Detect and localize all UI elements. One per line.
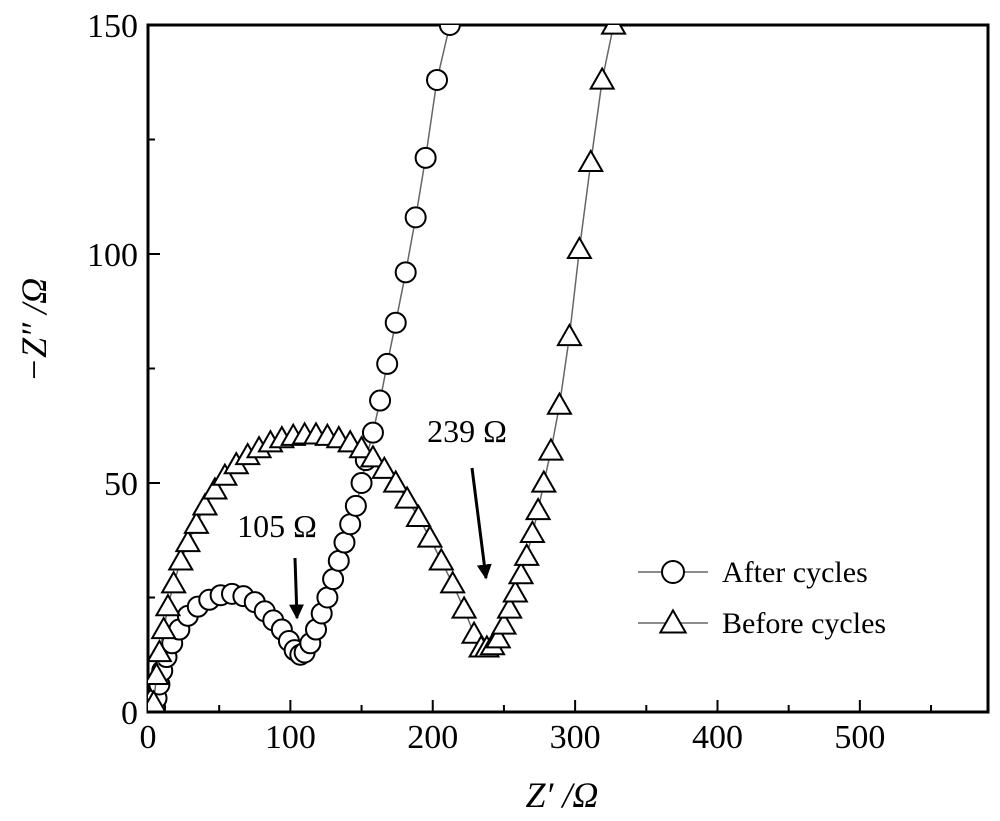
x-tick-label: 200 xyxy=(407,719,458,756)
series-1 xyxy=(148,25,461,712)
x-axis-ticks: 0 100 200 300 400 500 xyxy=(140,700,933,756)
triangle-marker xyxy=(359,444,387,468)
y-tick-label: 100 xyxy=(87,237,138,274)
triangle-marker xyxy=(428,547,455,571)
triangle-marker xyxy=(167,547,194,571)
circle-marker xyxy=(316,586,339,609)
triangle-marker xyxy=(211,462,239,486)
triangle-marker xyxy=(416,524,444,548)
annotation-arrow xyxy=(470,467,492,580)
triangle-marker xyxy=(191,492,219,516)
x-tick-label: 500 xyxy=(834,719,885,756)
y-tick-label: 150 xyxy=(87,8,138,45)
circle-marker xyxy=(376,352,399,375)
circle-marker xyxy=(327,549,350,572)
y-tick-label: 50 xyxy=(104,466,138,503)
circle-marker xyxy=(322,568,345,591)
triangle-marker xyxy=(658,608,688,634)
circle-marker xyxy=(426,68,449,91)
x-tick-label: 0 xyxy=(140,719,157,756)
triangle-marker xyxy=(502,579,529,603)
triangle-marker xyxy=(490,611,518,635)
triangle-marker xyxy=(348,435,375,459)
circle-marker xyxy=(333,531,356,554)
circle-marker xyxy=(361,421,384,444)
triangle-marker xyxy=(371,455,398,479)
circle-marker xyxy=(344,494,367,517)
y-axis-title: −Z″ /Ω xyxy=(14,278,54,382)
annotation-layer: 105 Ω 239 Ω xyxy=(237,413,507,620)
triangle-marker xyxy=(405,503,432,527)
triangle-marker xyxy=(556,322,583,347)
triangle-marker xyxy=(160,570,187,594)
triangle-marker xyxy=(439,570,466,594)
circle-marker xyxy=(384,311,407,334)
series-2 xyxy=(148,25,627,712)
triangle-marker xyxy=(577,148,605,173)
triangle-marker xyxy=(393,485,421,509)
legend-label: After cycles xyxy=(722,556,868,589)
x-axis-title: Z′ /Ω xyxy=(526,775,599,815)
triangle-marker xyxy=(588,66,616,90)
x-tick-label: 300 xyxy=(550,719,601,756)
triangle-marker xyxy=(148,661,170,685)
triangle-marker xyxy=(524,496,552,521)
x-tick-label: 400 xyxy=(692,719,743,756)
triangle-marker xyxy=(174,529,202,553)
triangle-marker xyxy=(600,25,627,35)
triangle-marker xyxy=(513,542,540,566)
y-axis-ticks: 0 50 100 150 xyxy=(87,8,160,732)
circle-marker xyxy=(438,25,461,36)
circle-marker xyxy=(339,513,362,536)
triangle-marker xyxy=(154,593,182,617)
triangle-marker xyxy=(507,561,535,585)
triangle-marker xyxy=(382,469,409,493)
triangle-marker xyxy=(183,510,210,534)
triangle-marker xyxy=(546,391,573,415)
triangle-marker xyxy=(201,476,229,500)
circle-marker xyxy=(394,261,417,284)
triangle-marker xyxy=(148,689,167,712)
legend: After cycles Before cycles xyxy=(638,556,886,640)
triangle-marker xyxy=(496,595,523,619)
annotation-arrow xyxy=(289,557,305,620)
circle-marker xyxy=(414,146,437,169)
annotation-label: 105 Ω xyxy=(237,508,317,544)
triangle-marker xyxy=(150,616,177,640)
x-tick-label: 100 xyxy=(265,719,316,756)
annotation-label: 239 Ω xyxy=(427,413,507,449)
triangle-marker xyxy=(530,469,558,493)
circle-marker xyxy=(404,206,427,229)
triangle-marker xyxy=(566,235,593,260)
circle-marker xyxy=(350,472,373,494)
triangle-marker xyxy=(148,638,173,663)
triangle-marker xyxy=(485,625,512,649)
circle-marker xyxy=(661,560,685,584)
triangle-marker xyxy=(519,519,546,544)
legend-label: Before cycles xyxy=(722,607,886,640)
y-tick-label: 0 xyxy=(121,695,138,732)
series-layer xyxy=(148,25,627,712)
circle-marker xyxy=(369,389,392,412)
triangle-marker xyxy=(537,437,565,461)
triangle-marker xyxy=(450,595,478,619)
